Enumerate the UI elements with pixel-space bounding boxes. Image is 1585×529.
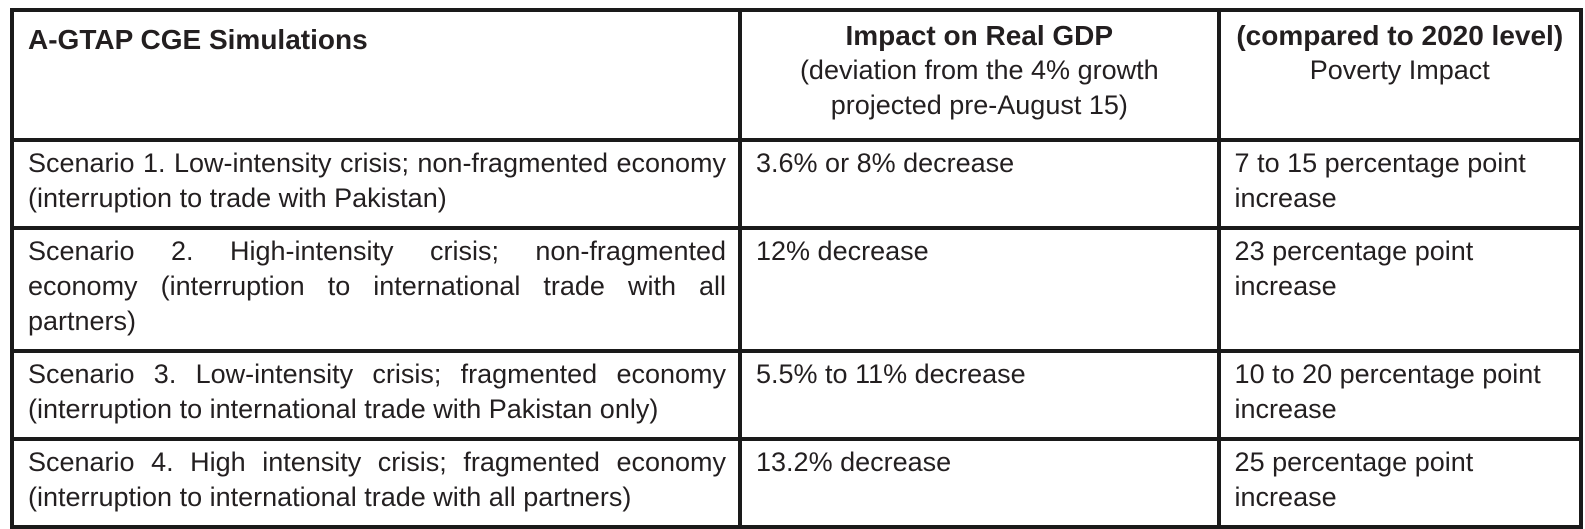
header-simulations: A-GTAP CGE Simulations [9,8,743,142]
header-row: A-GTAP CGE Simulations Impact on Real GD… [9,8,1584,142]
header-poverty-impact: (compared to 2020 level) Poverty Impact [1216,8,1584,142]
gdp-impact-cell: 13.2% decrease [738,437,1221,529]
header-poverty-subtitle: Poverty Impact [1309,55,1490,85]
scenario-cell: Scenario 3. Low-intensity crisis; fragme… [9,349,743,441]
header-gdp-title: Impact on Real GDP [845,20,1114,51]
gdp-impact-cell: 12% decrease [738,226,1221,353]
header-gdp-impact: Impact on Real GDP (deviation from the 4… [738,8,1221,142]
poverty-impact-cell: 23 percentage point increase [1216,226,1584,353]
scenario-cell: Scenario 2. High-intensity crisis; non-f… [9,226,743,353]
scenario-cell: Scenario 4. High intensity crisis; fragm… [9,437,743,529]
poverty-impact-cell: 10 to 20 percentage point increase [1216,349,1584,441]
header-poverty-title: (compared to 2020 level) [1236,20,1564,51]
table-row-scenario-1: Scenario 1. Low-intensity crisis; non-fr… [9,138,1584,230]
gdp-impact-cell: 5.5% to 11% decrease [738,349,1221,441]
header-gdp-subtitle: (deviation from the 4% growth projected … [799,55,1159,120]
simulation-table: A-GTAP CGE Simulations Impact on Real GD… [9,8,1584,529]
poverty-impact-cell: 25 percentage point increase [1216,437,1584,529]
table-row-scenario-3: Scenario 3. Low-intensity crisis; fragme… [9,349,1584,441]
table-row-scenario-4: Scenario 4. High intensity crisis; fragm… [9,437,1584,529]
scenario-cell: Scenario 1. Low-intensity crisis; non-fr… [9,138,743,230]
table-row-scenario-2: Scenario 2. High-intensity crisis; non-f… [9,226,1584,353]
poverty-impact-cell: 7 to 15 percentage point increase [1216,138,1584,230]
gdp-impact-cell: 3.6% or 8% decrease [738,138,1221,230]
